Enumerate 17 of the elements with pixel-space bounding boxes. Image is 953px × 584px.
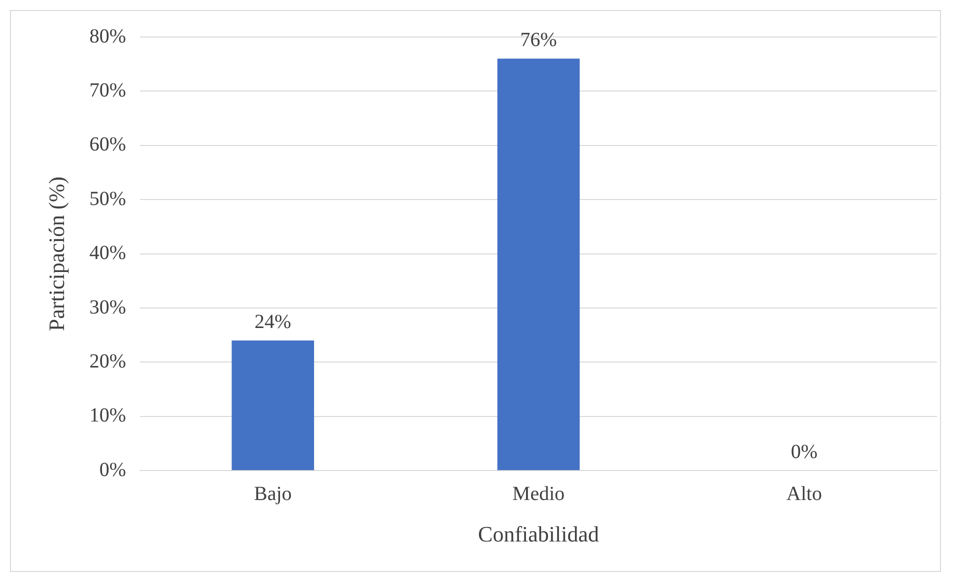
y-tick-label: 80% bbox=[89, 25, 126, 48]
x-tick-label: Medio bbox=[512, 482, 565, 505]
y-tick-label: 50% bbox=[89, 188, 126, 210]
data-label: 0% bbox=[790, 440, 818, 463]
y-tick-label: 10% bbox=[89, 404, 126, 427]
y-axis-title: Participación (%) bbox=[44, 176, 69, 332]
y-tick-label: 40% bbox=[89, 242, 126, 264]
y-tick-label: 30% bbox=[89, 296, 126, 318]
y-tick-label: 70% bbox=[89, 79, 126, 102]
data-label: 24% bbox=[254, 310, 292, 333]
x-tick-label: Alto bbox=[786, 482, 822, 505]
y-tick-label: 60% bbox=[89, 134, 126, 156]
y-tick-label: 20% bbox=[89, 350, 126, 372]
y-tick-label: 0% bbox=[99, 458, 126, 481]
x-tick-label: Bajo bbox=[254, 482, 292, 505]
data-label: 76% bbox=[520, 28, 557, 51]
x-axis-title: Confiabilidad bbox=[478, 522, 600, 547]
